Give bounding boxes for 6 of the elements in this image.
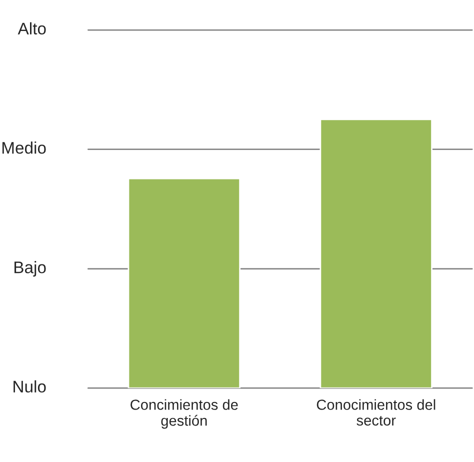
- ref-line-label: Alto: [18, 22, 46, 35]
- x-tick-label: Concimientos de gestión: [130, 399, 238, 429]
- ref-line-label: Bajo: [14, 261, 46, 277]
- ref-line-label: Medio: [2, 142, 46, 154]
- ref-line-label: Nulo: [14, 380, 46, 393]
- x-tick-label: Conocimientos del sector: [316, 399, 436, 426]
